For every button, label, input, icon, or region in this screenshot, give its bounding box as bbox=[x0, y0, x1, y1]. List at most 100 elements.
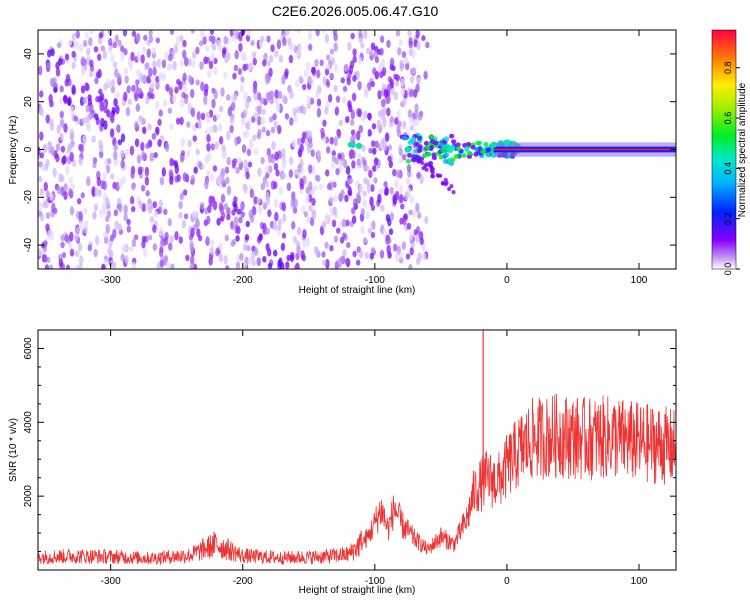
spectrogram-blob bbox=[221, 144, 226, 152]
spectrogram-blob bbox=[98, 88, 103, 95]
spectrogram-blob bbox=[368, 49, 374, 56]
spectrogram-blob bbox=[148, 67, 153, 78]
spectrogram-blob bbox=[195, 79, 200, 86]
spectrogram-blob bbox=[428, 134, 435, 139]
spectrogram-blob bbox=[97, 68, 102, 79]
colorbar: 0.0 0.2 0.4 0.6 0.8 Normalized spectral ampl… bbox=[711, 29, 748, 275]
spectrogram-blob bbox=[61, 252, 67, 259]
spectrogram-blob bbox=[301, 254, 307, 262]
spectrogram-blob bbox=[212, 165, 218, 172]
spectrogram-blob bbox=[62, 95, 68, 103]
spectrogram-blob bbox=[275, 169, 280, 177]
spectrogram-blob bbox=[127, 98, 133, 105]
spectrogram-blob bbox=[205, 45, 210, 52]
spectrogram-blob bbox=[451, 139, 457, 145]
spectrogram-blob bbox=[163, 99, 168, 108]
spectrogram-blob bbox=[113, 158, 118, 167]
spectrogram-blob bbox=[114, 220, 119, 230]
spectrogram-blob bbox=[244, 122, 250, 129]
spectrogram-blob bbox=[389, 78, 394, 85]
spectrogram-blob bbox=[148, 34, 154, 44]
spectrogram-blob bbox=[217, 43, 223, 52]
spectrogram-blob bbox=[395, 252, 400, 263]
spectrogram-blob bbox=[324, 241, 329, 249]
spectrogram-blob bbox=[211, 35, 216, 45]
spectrogram-blob bbox=[94, 235, 100, 246]
spectrogram-blob bbox=[223, 36, 228, 45]
spectrogram-blob bbox=[342, 85, 348, 92]
spectrogram-hotspot bbox=[355, 142, 363, 149]
spectrogram-blob bbox=[120, 52, 125, 62]
spectrogram-blob bbox=[118, 178, 123, 189]
spectrogram-blob bbox=[268, 116, 274, 123]
spectrogram-blob bbox=[389, 116, 395, 123]
spectrogram-blob bbox=[405, 253, 411, 260]
spectrogram-blob bbox=[329, 136, 334, 145]
spectrogram-blob bbox=[165, 83, 170, 92]
spectrogram-blob bbox=[411, 209, 416, 218]
spectrogram-blob bbox=[370, 81, 375, 88]
spectrogram-blob bbox=[107, 45, 113, 55]
spectrogram-blob bbox=[351, 150, 356, 159]
spectrogram-blob bbox=[175, 36, 181, 46]
spectrogram-blob bbox=[424, 144, 431, 150]
spectrogram-blob bbox=[424, 167, 429, 172]
spectrogram-blob bbox=[179, 155, 185, 164]
spectrogram-blob bbox=[130, 195, 135, 205]
spectrogram-blob bbox=[183, 56, 189, 67]
spectrogram-blob bbox=[78, 211, 83, 221]
colorbar-tick-label: 0.4 bbox=[723, 162, 733, 175]
spectrogram-blob bbox=[347, 186, 352, 196]
spectrogram-blob bbox=[154, 126, 160, 135]
spectrogram-blob bbox=[260, 157, 265, 165]
spectrogram-xtick-label: -200 bbox=[233, 275, 253, 286]
spectrogram-blob bbox=[182, 72, 187, 82]
spectrogram-blob bbox=[101, 263, 106, 269]
spectrogram-hotspot bbox=[404, 146, 412, 153]
spectrogram-blob bbox=[71, 161, 77, 168]
spectrogram-blob bbox=[152, 60, 157, 69]
spectrogram-blob bbox=[373, 177, 378, 184]
colorbar-tick-label: 0.6 bbox=[723, 112, 733, 125]
spectrogram-blob bbox=[43, 181, 48, 192]
spectrogram-blob bbox=[69, 189, 74, 199]
spectrogram-blob bbox=[351, 160, 356, 169]
spectrogram-blob bbox=[411, 66, 417, 75]
spectrogram-blob bbox=[236, 136, 242, 145]
spectrogram-blob bbox=[200, 81, 205, 92]
spectrogram-blob bbox=[407, 152, 413, 158]
spectrogram-blob bbox=[75, 30, 81, 39]
spectrogram-blob bbox=[220, 167, 225, 178]
spectrogram-blob bbox=[341, 218, 347, 228]
spectrogram-blob bbox=[71, 50, 76, 58]
snr-ytick-label: 4000 bbox=[23, 411, 34, 434]
spectrogram-blob bbox=[137, 87, 142, 95]
spectrogram-blob bbox=[377, 193, 382, 204]
spectrogram-xtick-label: 0 bbox=[504, 275, 510, 286]
spectrogram-blob bbox=[423, 141, 430, 146]
spectrogram-blob bbox=[367, 128, 372, 137]
spectrogram-blob bbox=[374, 70, 380, 80]
spectrogram-blob bbox=[369, 252, 375, 260]
spectrogram-blob bbox=[84, 82, 89, 92]
spectrogram-blob bbox=[333, 84, 338, 93]
spectrogram-blob bbox=[117, 39, 122, 47]
spectrogram-blob bbox=[297, 170, 302, 180]
spectrogram-blob bbox=[65, 264, 71, 269]
spectrogram-blob bbox=[113, 150, 118, 161]
spectrogram-blob bbox=[347, 41, 352, 51]
spectrogram-blob bbox=[321, 251, 326, 258]
spectrogram-blob bbox=[145, 96, 150, 105]
spectrogram-blob bbox=[50, 48, 55, 57]
spectrogram-blob bbox=[371, 140, 376, 148]
spectrogram-blob bbox=[351, 92, 357, 102]
spectrogram-blob bbox=[69, 206, 75, 216]
spectrogram-blob bbox=[224, 53, 229, 64]
spectrogram-blob bbox=[168, 87, 174, 96]
spectrogram-blob bbox=[274, 50, 279, 58]
spectrogram-blob bbox=[359, 184, 364, 194]
spectrogram-blob bbox=[153, 152, 158, 159]
spectrogram-blob bbox=[316, 69, 321, 79]
spectrogram-blob bbox=[141, 203, 146, 212]
spectrogram-blob bbox=[274, 89, 279, 99]
